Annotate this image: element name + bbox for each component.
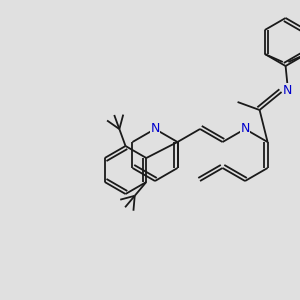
Text: N: N <box>150 122 160 136</box>
Text: N: N <box>240 122 250 136</box>
Text: N: N <box>283 83 292 97</box>
